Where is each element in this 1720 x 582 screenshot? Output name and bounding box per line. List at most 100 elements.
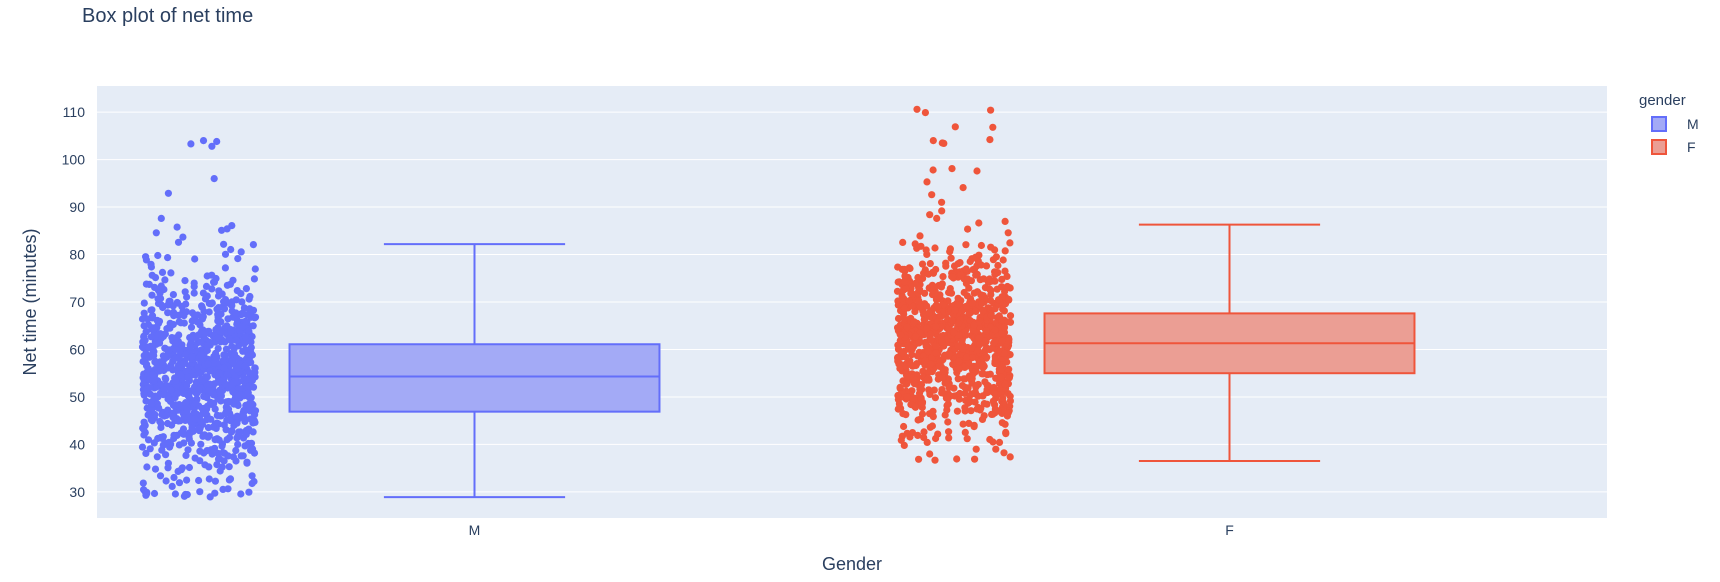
data-point [246, 292, 254, 301]
outlier-point [223, 225, 231, 233]
data-point [185, 433, 193, 441]
data-point [238, 411, 247, 419]
data-point [951, 306, 959, 314]
data-point [210, 391, 218, 399]
data-point [245, 327, 253, 335]
data-point [950, 328, 958, 337]
data-point [924, 347, 932, 356]
legend-item-M[interactable]: M [1651, 116, 1699, 132]
data-point [989, 397, 998, 405]
data-point [180, 389, 188, 397]
data-point [918, 400, 926, 408]
data-point [965, 284, 973, 292]
data-point [920, 428, 928, 436]
data-point [944, 400, 952, 408]
data-point [999, 394, 1007, 402]
data-point [970, 423, 978, 431]
data-point [931, 456, 939, 464]
data-point [182, 451, 190, 459]
data-point [991, 270, 999, 279]
data-point [149, 371, 157, 379]
outlier-point [929, 166, 937, 174]
data-point [915, 455, 923, 463]
data-point [896, 364, 904, 373]
data-point [151, 283, 159, 291]
data-point [903, 429, 911, 437]
data-point [156, 289, 164, 297]
data-point [983, 389, 991, 397]
y-tick-label: 60 [69, 341, 85, 357]
data-point [945, 428, 953, 436]
data-point [220, 364, 228, 372]
data-point [1002, 430, 1010, 438]
data-point [932, 323, 940, 331]
data-point [225, 463, 233, 471]
data-point [158, 358, 167, 366]
data-point [158, 268, 167, 276]
data-point [251, 313, 260, 321]
data-point [147, 263, 155, 271]
outlier-point [986, 136, 994, 144]
data-point [897, 349, 906, 357]
data-point [250, 275, 258, 283]
legend-item-F[interactable]: F [1651, 139, 1696, 155]
data-point [921, 356, 929, 365]
data-point [162, 477, 170, 485]
data-point [157, 301, 166, 309]
data-point [966, 392, 974, 400]
data-point [175, 331, 183, 339]
data-point [192, 400, 200, 408]
outlier-point [948, 165, 956, 173]
data-point [197, 440, 205, 448]
data-point [139, 479, 147, 487]
data-point [152, 229, 160, 237]
data-point [223, 322, 231, 330]
data-point [144, 436, 153, 444]
outlier-point [989, 123, 997, 131]
legend[interactable]: gender MF [1639, 92, 1699, 155]
data-point [140, 322, 148, 330]
data-point [197, 351, 205, 359]
data-point [896, 383, 904, 391]
data-point [950, 262, 959, 270]
data-point [953, 407, 962, 415]
data-point [245, 440, 253, 448]
data-point [998, 275, 1006, 283]
data-point [184, 446, 192, 454]
data-point [220, 351, 228, 359]
data-point [991, 326, 1000, 334]
data-point [987, 296, 995, 305]
legend-swatch [1651, 139, 1667, 155]
data-point [947, 254, 955, 262]
data-point [159, 352, 167, 360]
data-point [963, 292, 971, 300]
data-point [923, 376, 931, 384]
data-point [153, 400, 161, 408]
data-point [217, 318, 225, 326]
data-point [174, 238, 183, 246]
data-point [935, 362, 943, 370]
data-point [901, 272, 909, 280]
data-point [149, 325, 158, 333]
data-point [939, 388, 947, 396]
data-point [986, 285, 994, 293]
data-point [164, 395, 172, 403]
data-point [240, 304, 248, 312]
data-point [924, 270, 933, 278]
data-point [955, 357, 963, 365]
data-point [956, 259, 964, 267]
series-F [893, 105, 1416, 464]
data-point [185, 416, 194, 425]
data-point [911, 376, 920, 384]
data-point [999, 256, 1007, 264]
data-point [925, 309, 934, 317]
data-point [191, 312, 199, 320]
data-point [181, 490, 189, 499]
data-point [225, 334, 233, 342]
data-point [141, 336, 149, 344]
data-point [911, 333, 920, 341]
data-point [220, 305, 229, 313]
data-point [998, 316, 1006, 324]
data-point [958, 337, 966, 345]
